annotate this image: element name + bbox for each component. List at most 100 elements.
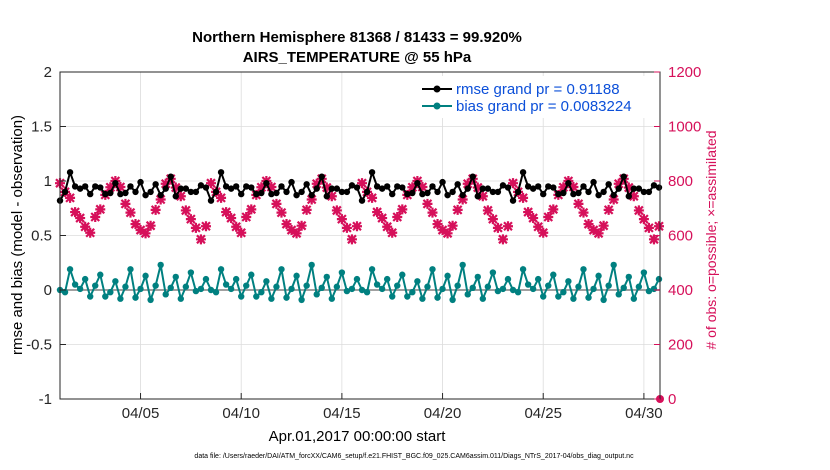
bias-point [137, 285, 144, 293]
obs-marker [442, 228, 453, 239]
rmse-point [479, 185, 487, 192]
bias-point [202, 275, 210, 283]
bias-point [293, 272, 300, 280]
rmse-point [76, 185, 84, 192]
rmse-point [389, 190, 396, 198]
bias-point [625, 273, 632, 281]
rmse-point [378, 185, 386, 192]
rmse-point [434, 188, 441, 196]
rmse-point [620, 173, 627, 180]
bias-point [454, 282, 461, 289]
obs-marker [523, 207, 534, 218]
y2-axis-label: # of obs: o=possible; ×=assimilated [703, 130, 719, 349]
rmse-point [373, 183, 381, 190]
bias-point [394, 282, 401, 289]
rmse-point [560, 189, 567, 197]
obs-marker [638, 214, 649, 225]
y2-tick-label: 400 [668, 282, 693, 299]
rmse-point [514, 188, 522, 196]
bias-point [434, 294, 441, 301]
rmse-series [56, 168, 663, 204]
rmse-point [328, 185, 336, 192]
obs-marker [432, 219, 443, 230]
bias-point [303, 282, 310, 289]
rmse-point [293, 191, 300, 199]
obs-marker [377, 213, 388, 224]
rmse-point [394, 183, 401, 190]
rmse-point [71, 183, 79, 190]
obs-marker [392, 211, 403, 222]
obs-marker [472, 182, 483, 193]
bias-point [127, 266, 134, 273]
rmse-point [368, 169, 376, 176]
rmse-point [61, 188, 69, 196]
rmse-point [187, 188, 195, 196]
rmse-point [333, 185, 341, 192]
bias-point [645, 287, 653, 295]
rmse-point [363, 188, 371, 196]
bias-point [92, 282, 99, 289]
obs-marker [155, 194, 166, 205]
obs-marker [236, 227, 247, 238]
bias-point [424, 283, 431, 290]
rmse-point [338, 188, 346, 196]
obs-marker [206, 178, 217, 189]
chart-subtitle: AIRS_TEMPERATURE @ 55 hPa [243, 49, 472, 66]
bias-point [550, 271, 557, 278]
bias-point [655, 275, 663, 283]
obs-marker [336, 214, 347, 225]
bias-point [484, 283, 492, 290]
bias-point [378, 285, 386, 293]
obs-marker [558, 182, 569, 193]
obs-marker [170, 182, 181, 193]
obs-marker [528, 213, 539, 224]
chart-title: Northern Hemisphere 81368 / 81433 = 99.9… [192, 29, 522, 46]
obs-marker [291, 228, 302, 239]
rmse-point [590, 178, 597, 186]
obs-marker [311, 178, 322, 189]
x-tick-label: 04/20 [424, 405, 462, 422]
rmse-point [534, 183, 542, 190]
obs-marker [447, 220, 458, 231]
rmse-point [585, 188, 592, 196]
rmse-point [494, 188, 502, 196]
obs-marker [508, 178, 519, 189]
bias-point [504, 275, 512, 283]
rmse-point [444, 191, 451, 199]
obs-marker [452, 204, 463, 215]
obs-marker [135, 225, 146, 236]
rmse-point [283, 188, 290, 196]
bias-point [222, 281, 230, 288]
rmse-point [313, 185, 320, 192]
obs-marker [120, 198, 131, 209]
rmse-point [318, 173, 325, 180]
y-tick-label: 1.5 [31, 119, 52, 136]
obs-marker [351, 221, 362, 232]
rmse-point [243, 183, 250, 190]
obs-marker [190, 222, 201, 233]
rmse-point [469, 173, 476, 180]
bias-point [630, 295, 638, 302]
rmse-point [273, 189, 280, 197]
obs-marker [241, 211, 252, 222]
rmse-point [605, 181, 612, 188]
bias-point [187, 269, 195, 276]
obs-marker [221, 207, 232, 218]
rmse-point [459, 191, 466, 199]
rmse-point [630, 185, 638, 192]
rmse-point [499, 182, 507, 189]
obs-marker [643, 222, 654, 233]
rmse-point [232, 183, 240, 190]
bias-point [519, 266, 527, 273]
bias-point [610, 261, 617, 269]
rmse-point [263, 179, 270, 187]
y2-tick-label: 1200 [668, 64, 701, 81]
obs-marker [648, 234, 659, 245]
obs-marker [216, 192, 227, 203]
obs-marker [608, 194, 619, 205]
grid-lines [60, 71, 660, 400]
bias-point [383, 275, 391, 283]
bias-point [182, 283, 190, 290]
bias-point [207, 286, 215, 294]
bias-point [243, 282, 250, 289]
